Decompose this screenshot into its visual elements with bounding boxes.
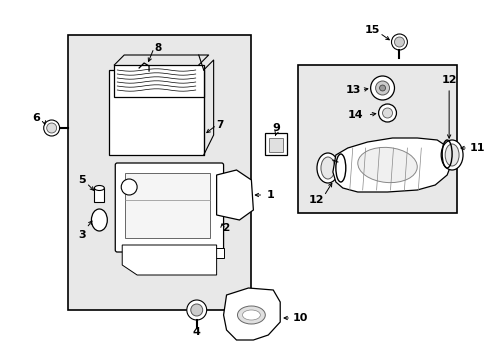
Text: 7: 7 (216, 120, 224, 130)
Circle shape (121, 179, 137, 195)
Bar (177, 248, 188, 258)
Circle shape (370, 76, 394, 100)
Polygon shape (223, 288, 280, 340)
Bar (269, 138, 283, 152)
Text: 6: 6 (32, 113, 40, 123)
Text: 2: 2 (222, 223, 229, 233)
Ellipse shape (320, 157, 334, 179)
Text: 12: 12 (441, 75, 456, 85)
Text: 9: 9 (272, 123, 280, 133)
Ellipse shape (440, 140, 462, 170)
Bar (109, 70, 203, 155)
Bar (94, 188, 104, 202)
Ellipse shape (94, 185, 104, 190)
Text: 8: 8 (154, 43, 161, 53)
Bar (67, 35, 251, 310)
Text: 14: 14 (347, 110, 363, 120)
Ellipse shape (444, 144, 458, 166)
Text: 1: 1 (266, 190, 273, 200)
FancyBboxPatch shape (115, 163, 223, 252)
Ellipse shape (91, 209, 107, 231)
Text: 3: 3 (79, 230, 86, 240)
Circle shape (47, 123, 57, 133)
Ellipse shape (237, 306, 265, 324)
Text: 15: 15 (364, 25, 380, 35)
Text: 11: 11 (469, 143, 485, 153)
Circle shape (391, 34, 407, 50)
Circle shape (186, 300, 206, 320)
Bar (125, 173, 209, 238)
Circle shape (382, 108, 392, 118)
Bar (132, 248, 144, 258)
Bar (211, 248, 223, 258)
Text: 5: 5 (79, 175, 86, 185)
Text: 13: 13 (345, 85, 361, 95)
Text: 4: 4 (192, 327, 200, 337)
Text: 12: 12 (307, 195, 323, 205)
Polygon shape (216, 170, 253, 220)
Circle shape (190, 304, 203, 316)
Circle shape (43, 120, 60, 136)
Circle shape (379, 85, 385, 91)
Bar (298, 65, 456, 213)
Bar (114, 65, 203, 97)
Circle shape (375, 81, 389, 95)
Polygon shape (332, 138, 451, 192)
Ellipse shape (357, 147, 416, 183)
Circle shape (378, 104, 396, 122)
Ellipse shape (316, 153, 338, 183)
Ellipse shape (242, 310, 260, 320)
Polygon shape (122, 245, 216, 275)
Text: 10: 10 (292, 313, 308, 323)
Bar (265, 133, 286, 155)
Circle shape (394, 37, 404, 47)
